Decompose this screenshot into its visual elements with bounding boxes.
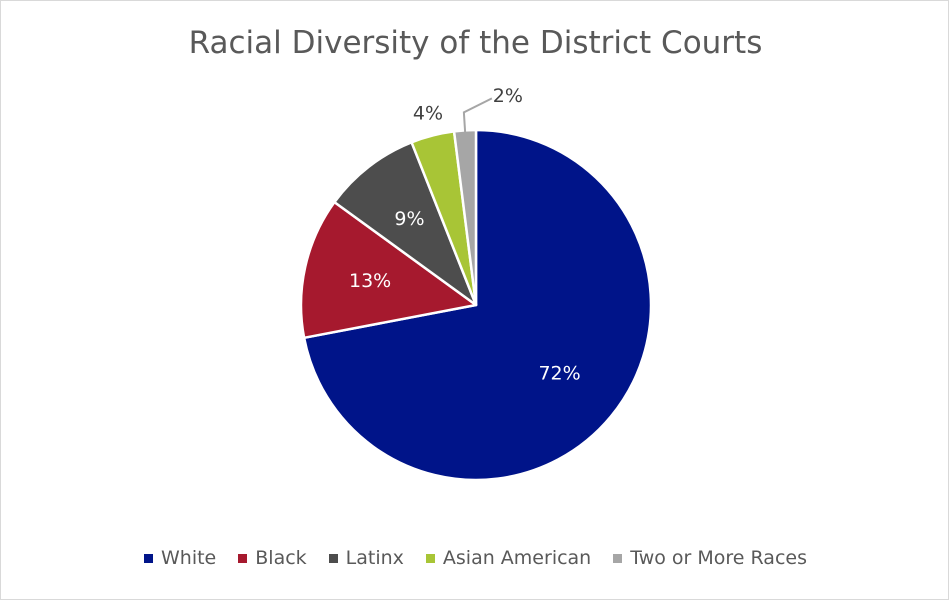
legend-swatch-latinx xyxy=(328,553,338,563)
legend-label-white: White xyxy=(161,547,217,569)
pie-slice-latinx xyxy=(333,141,478,307)
legend-label-black: Black xyxy=(255,547,307,569)
legend-item-latinx: Latinx xyxy=(328,547,404,569)
legend-item-asian-american: Asian American xyxy=(425,547,592,569)
legend-swatch-two-or-more-races xyxy=(613,553,623,563)
data-label-asian-american: 4% xyxy=(413,103,443,125)
pie-slices xyxy=(299,128,653,482)
legend-label-latinx: Latinx xyxy=(345,547,404,569)
leader-line-two-or-more-races xyxy=(462,97,493,133)
legend-item-black: Black xyxy=(238,547,307,569)
data-label-black: 13% xyxy=(349,270,391,292)
legend-label-two-or-more-races: Two or More Races xyxy=(630,547,807,569)
data-label-two-or-more-races: 2% xyxy=(493,85,523,107)
legend-item-two-or-more-races: Two or More Races xyxy=(613,547,807,569)
leader-lines xyxy=(462,97,493,133)
legend: White Black Latinx Asian American Two or Mor… xyxy=(1,547,949,569)
pie-slice-black xyxy=(299,200,478,340)
legend-swatch-black xyxy=(238,553,248,563)
legend-swatch-asian-american xyxy=(425,553,435,563)
legend-swatch-white xyxy=(144,553,153,563)
legend-item-white: White xyxy=(144,547,216,569)
data-labels: 72% 13% 9% 4% 2% xyxy=(349,85,581,385)
data-label-white: 72% xyxy=(538,363,580,385)
chart-title: Racial Diversity of the District Courts xyxy=(188,25,763,61)
pie-slice-white xyxy=(302,128,653,482)
data-label-latinx: 9% xyxy=(394,208,424,230)
legend-label-asian-american: Asian American xyxy=(442,547,592,569)
